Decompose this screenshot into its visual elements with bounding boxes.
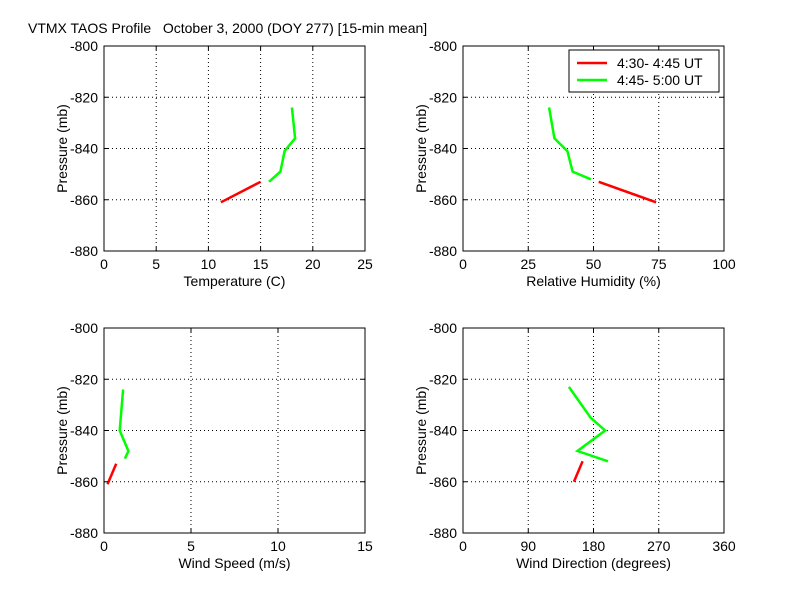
- series-line-1: [572, 460, 584, 483]
- y-tick-label: -800: [70, 38, 98, 54]
- plot-area: [104, 328, 365, 533]
- x-axis-label: Wind Direction (degrees): [516, 555, 671, 571]
- x-tick-label: 5: [187, 538, 195, 554]
- y-tick-label: -840: [70, 141, 98, 157]
- x-tick-label: 20: [305, 256, 321, 272]
- y-axis-label: Pressure (mb): [54, 104, 70, 193]
- y-tick-label: -860: [70, 474, 98, 490]
- x-tick-label: 0: [459, 538, 467, 554]
- x-tick-label: 180: [582, 538, 606, 554]
- x-tick-label: 0: [100, 538, 108, 554]
- legend-entry-1: 4:30- 4:45 UT: [617, 55, 703, 71]
- x-tick-label: 75: [651, 256, 667, 272]
- x-tick-label: 15: [253, 256, 269, 272]
- y-tick-label: -860: [429, 192, 457, 208]
- y-tick-label: -820: [429, 89, 457, 105]
- plot-area: [104, 46, 365, 251]
- x-tick-label: 5: [152, 256, 160, 272]
- y-tick-label: -860: [429, 474, 457, 490]
- x-tick-label: 270: [647, 538, 671, 554]
- x-tick-label: 0: [459, 256, 467, 272]
- y-tick-label: -840: [70, 423, 98, 439]
- x-tick-label: 10: [201, 256, 217, 272]
- series-line-2: [567, 386, 609, 463]
- x-tick-label: 25: [357, 256, 373, 272]
- chart-panel-3: 0 5 10 15 -880 -860 -840 -820 -800 Wind Speed (m/…: [54, 320, 373, 571]
- series-line-2: [268, 107, 297, 183]
- series-line-2: [118, 389, 130, 460]
- y-tick-label: -800: [70, 320, 98, 336]
- legend-box: [568, 49, 720, 93]
- y-tick-label: -880: [70, 525, 98, 541]
- y-axis-label: Pressure (mb): [413, 104, 429, 193]
- figure-title: VTMX TAOS Profile October 3, 2000 (DOY 2…: [28, 20, 427, 36]
- x-tick-label: 360: [712, 538, 736, 554]
- y-tick-label: -840: [429, 141, 457, 157]
- series-line-1: [220, 180, 262, 204]
- y-tick-label: -880: [70, 243, 98, 259]
- y-axis-label: Pressure (mb): [413, 386, 429, 475]
- y-axis-label: Pressure (mb): [54, 386, 70, 475]
- panels: 0 5 10 15 20 25 -880 -860 -840 -820 -800 Temperatur…: [54, 38, 736, 571]
- legend: 4:30- 4:45 UT4:45- 5:00 UT: [568, 49, 720, 93]
- x-tick-label: 15: [357, 538, 373, 554]
- series-line-1: [598, 180, 657, 204]
- x-axis-label: Relative Humidity (%): [526, 273, 661, 289]
- x-tick-label: 90: [520, 538, 536, 554]
- y-tick-label: -880: [429, 243, 457, 259]
- y-tick-label: -840: [429, 423, 457, 439]
- series-line-1: [106, 463, 118, 485]
- chart-panel-4: 0 90 180 270 360 -880 -860 -840 -820 -800 Wind Dir…: [413, 320, 736, 571]
- series-line-2: [547, 107, 592, 181]
- y-tick-label: -800: [429, 320, 457, 336]
- y-tick-label: -820: [70, 89, 98, 105]
- x-axis-label: Temperature (C): [184, 273, 286, 289]
- y-tick-label: -800: [429, 38, 457, 54]
- x-tick-label: 10: [270, 538, 286, 554]
- y-tick-label: -820: [429, 371, 457, 387]
- x-tick-label: 25: [520, 256, 536, 272]
- x-tick-label: 100: [712, 256, 736, 272]
- y-tick-label: -820: [70, 371, 98, 387]
- chart-panel-2: 0 25 50 75 100 -880 -860 -840 -820 -800 Relative H…: [413, 38, 736, 289]
- y-tick-label: -860: [70, 192, 98, 208]
- x-tick-label: 50: [586, 256, 602, 272]
- x-tick-label: 0: [100, 256, 108, 272]
- x-axis-label: Wind Speed (m/s): [178, 555, 290, 571]
- y-tick-label: -880: [429, 525, 457, 541]
- legend-entry-2: 4:45- 5:00 UT: [617, 72, 703, 88]
- chart-panel-1: 0 5 10 15 20 25 -880 -860 -840 -820 -800 Temperatur…: [54, 38, 373, 289]
- plot-area: [463, 328, 724, 533]
